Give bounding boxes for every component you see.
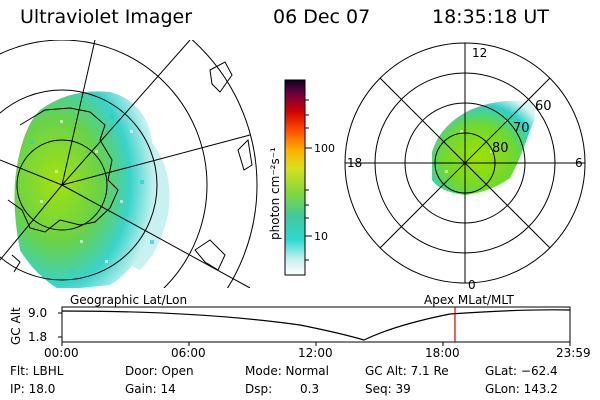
instrument-title: Ultraviolet Imager [20,6,193,28]
aurora-emission-polar [432,100,535,195]
glon-info: GLon: 143.2 [485,382,558,396]
mlt-label-6: 6 [575,156,583,170]
seq-info: Seq: 39 [365,382,411,396]
xtick-0600: 06:00 [171,346,206,360]
colorbar-tick-10: 10 [314,230,328,243]
date-label: 06 Dec 07 [273,6,371,28]
xtick-1200: 12:00 [298,346,333,360]
lat-label-80: 80 [492,141,509,156]
xtick-0000: 00:00 [44,346,79,360]
polar-plot: 12 18 6 0 60 70 80 [344,42,586,292]
timeline-axis-label: GC Alt [9,307,23,345]
timeline-ytick-1.8: 1.8 [28,330,47,344]
apex-title: Apex MLat/MLT [424,293,514,307]
ip-info: IP: 18.0 [10,382,56,396]
gain-info: Gain: 14 [125,382,176,396]
time-label: 18:35:18 UT [432,6,549,28]
timeline-ytick-9: 9.0 [28,306,47,320]
geographic-title: Geographic Lat/Lon [70,293,188,307]
coastline-antarctica [7,107,119,233]
lat-label-60: 60 [535,99,552,114]
lat-label-70: 70 [513,121,530,136]
glat-info: GLat: −62.4 [485,364,558,378]
aurora-emission-geographic [14,91,155,288]
dsp-value: 0.3 [300,382,320,396]
xtick-1800: 18:00 [425,346,460,360]
xtick-2359: 23:59 [556,346,591,360]
colorbar-unit: photon cm⁻²s⁻¹ [268,147,282,240]
geographic-map [0,40,258,288]
door-info: Door: Open [125,364,194,378]
colorbar-tick-100: 100 [314,142,335,155]
altitude-curve [61,309,571,341]
mlt-label-18: 18 [347,156,362,170]
mlt-label-12: 12 [472,46,487,60]
colorbar: 100 10 photon cm⁻²s⁻¹ [268,79,335,276]
dsp-label: Dsp: [245,382,273,396]
altitude-timeline: GC Alt 9.0 1.8 [9,306,571,346]
mode-info: Mode: Normal [245,364,329,378]
gc-alt-info: GC Alt: 7.1 Re [365,364,449,378]
filter-info: Flt: LBHL [10,364,64,378]
mlt-label-0: 0 [468,278,476,292]
